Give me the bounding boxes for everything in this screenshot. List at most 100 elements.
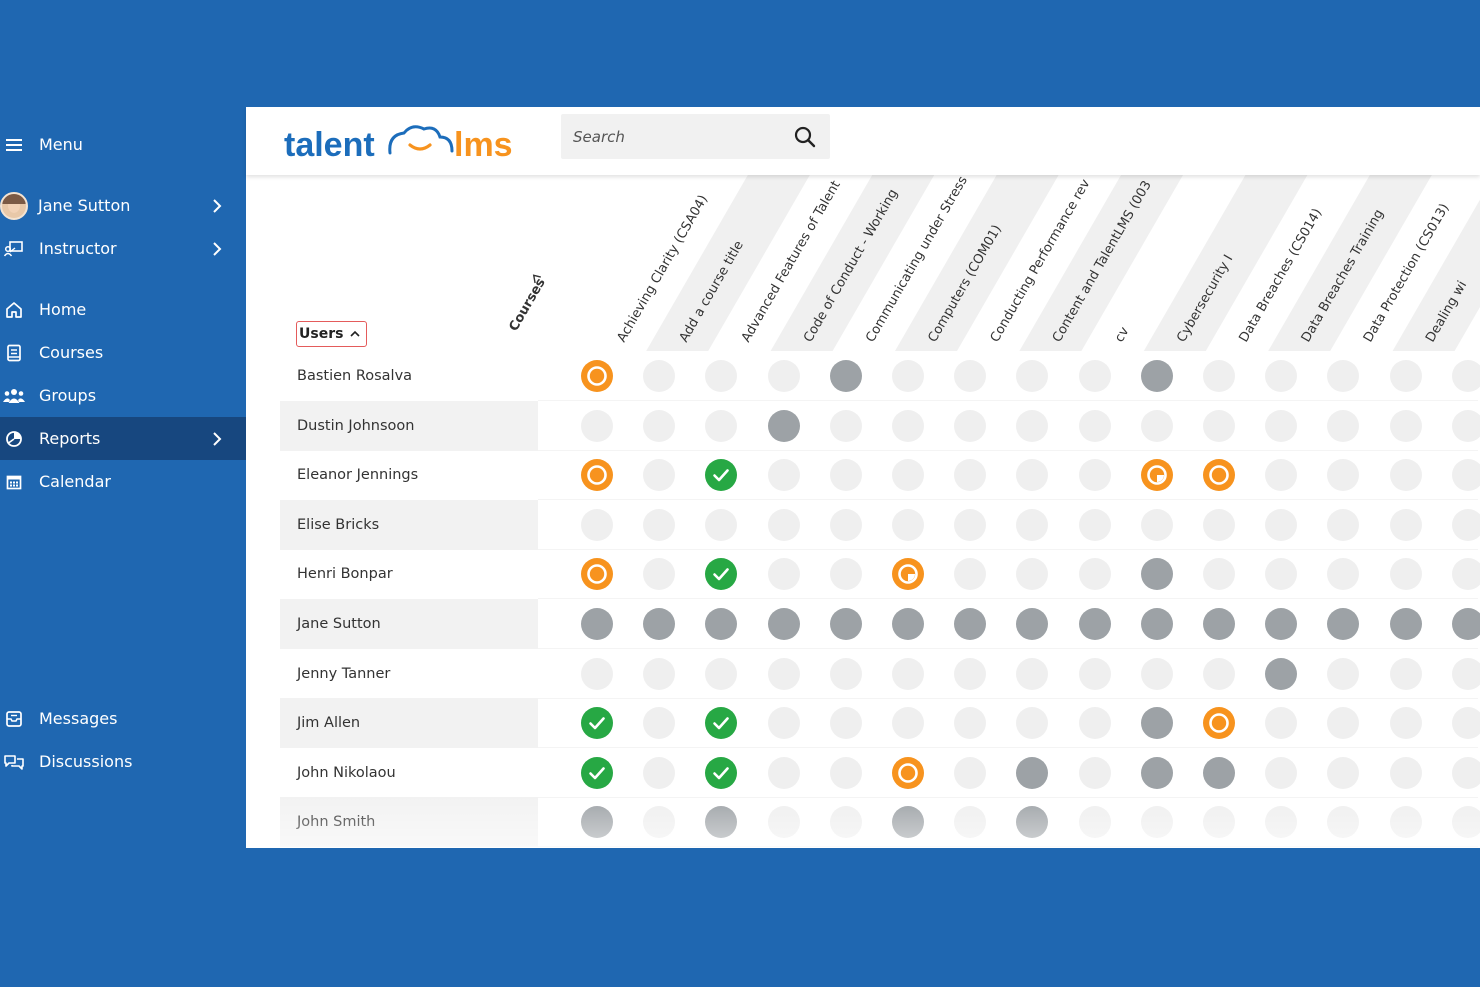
in-progress-dot[interactable] [892,756,924,789]
search-icon[interactable] [793,125,817,149]
not-started-dot[interactable] [705,806,738,839]
user-name-cell[interactable]: Bastien Rosalva [280,351,538,401]
not-assigned-dot[interactable] [829,806,862,839]
not-assigned-dot[interactable] [767,508,800,541]
not-assigned-dot[interactable] [581,657,613,690]
sidebar-item-courses[interactable]: Courses [0,331,246,374]
user-name-cell[interactable]: Eleanor Jennings [280,450,538,500]
not-assigned-dot[interactable] [829,508,862,541]
not-assigned-dot[interactable] [1327,558,1360,591]
user-name-cell[interactable]: Jenny Tanner [280,649,538,699]
not-assigned-dot[interactable] [643,657,676,690]
not-assigned-dot[interactable] [1451,756,1480,789]
not-assigned-dot[interactable] [581,409,613,442]
not-assigned-dot[interactable] [1451,657,1480,690]
not-assigned-dot[interactable] [1203,508,1235,541]
not-assigned-dot[interactable] [1203,806,1235,839]
user-name-cell[interactable]: Elise Bricks [280,499,538,550]
menu-toggle[interactable]: Menu [0,123,246,166]
not-assigned-dot[interactable] [892,360,924,392]
not-assigned-dot[interactable] [829,707,862,740]
not-assigned-dot[interactable] [1016,707,1049,740]
not-started-dot[interactable] [581,608,613,640]
not-assigned-dot[interactable] [705,409,738,442]
not-assigned-dot[interactable] [1389,459,1422,492]
not-assigned-dot[interactable] [1078,409,1111,442]
not-started-dot[interactable] [1016,756,1049,789]
not-assigned-dot[interactable] [767,756,800,789]
not-started-dot[interactable] [892,608,924,640]
not-started-dot[interactable] [1140,608,1173,640]
not-assigned-dot[interactable] [1203,657,1235,690]
not-assigned-dot[interactable] [954,409,987,442]
in-progress-dot[interactable] [581,558,613,591]
not-assigned-dot[interactable] [1016,508,1049,541]
not-assigned-dot[interactable] [829,459,862,492]
not-assigned-dot[interactable] [1451,459,1480,492]
user-name-cell[interactable]: Dustin Johnsoon [280,400,538,451]
sidebar-item-groups[interactable]: Groups [0,374,246,417]
sidebar-role[interactable]: Instructor [0,227,246,270]
sidebar-user[interactable]: Jane Sutton [0,184,246,227]
not-assigned-dot[interactable] [954,508,987,541]
not-assigned-dot[interactable] [643,707,676,740]
not-assigned-dot[interactable] [1327,409,1360,442]
not-started-dot[interactable] [581,806,613,839]
not-started-dot[interactable] [1140,707,1173,740]
not-assigned-dot[interactable] [643,756,676,789]
not-assigned-dot[interactable] [767,707,800,740]
not-assigned-dot[interactable] [954,360,987,392]
sidebar-item-messages[interactable]: Messages [0,697,246,740]
not-assigned-dot[interactable] [1078,508,1111,541]
not-started-dot[interactable] [1265,657,1298,690]
not-assigned-dot[interactable] [1016,657,1049,690]
not-started-dot[interactable] [767,608,800,640]
not-assigned-dot[interactable] [1203,360,1235,392]
not-assigned-dot[interactable] [1451,409,1480,442]
in-progress-dot[interactable] [581,459,613,492]
not-assigned-dot[interactable] [954,756,987,789]
not-assigned-dot[interactable] [643,806,676,839]
not-assigned-dot[interactable] [829,409,862,442]
not-assigned-dot[interactable] [1451,508,1480,541]
not-assigned-dot[interactable] [1327,508,1360,541]
not-assigned-dot[interactable] [1389,756,1422,789]
not-assigned-dot[interactable] [767,657,800,690]
users-sort-header[interactable]: Users [296,321,368,347]
not-assigned-dot[interactable] [705,508,738,541]
not-assigned-dot[interactable] [1389,558,1422,591]
not-assigned-dot[interactable] [1327,360,1360,392]
sidebar-item-reports[interactable]: Reports [0,417,246,460]
not-assigned-dot[interactable] [767,558,800,591]
not-assigned-dot[interactable] [1327,657,1360,690]
not-started-dot[interactable] [1451,608,1480,640]
user-name-cell[interactable]: John Nikolaou [280,748,538,798]
not-assigned-dot[interactable] [767,459,800,492]
not-assigned-dot[interactable] [1451,806,1480,839]
not-started-dot[interactable] [1078,608,1111,640]
completed-dot[interactable] [581,756,613,789]
not-assigned-dot[interactable] [1140,806,1173,839]
course-header-label[interactable]: cv [1112,324,1133,345]
not-assigned-dot[interactable] [1078,657,1111,690]
user-name-cell[interactable]: Henri Bonpar [280,549,538,599]
not-started-dot[interactable] [1140,756,1173,789]
not-started-dot[interactable] [1265,608,1298,640]
not-assigned-dot[interactable] [1265,558,1298,591]
not-assigned-dot[interactable] [767,806,800,839]
not-assigned-dot[interactable] [1016,409,1049,442]
not-assigned-dot[interactable] [1327,459,1360,492]
not-assigned-dot[interactable] [1016,360,1049,392]
not-assigned-dot[interactable] [1327,756,1360,789]
not-started-dot[interactable] [892,806,924,839]
not-assigned-dot[interactable] [643,508,676,541]
not-started-dot[interactable] [643,608,676,640]
not-assigned-dot[interactable] [705,360,738,392]
search-input[interactable] [571,124,785,150]
not-started-dot[interactable] [1203,608,1235,640]
not-assigned-dot[interactable] [1451,558,1480,591]
not-assigned-dot[interactable] [1078,806,1111,839]
not-assigned-dot[interactable] [643,360,676,392]
not-assigned-dot[interactable] [1203,558,1235,591]
not-assigned-dot[interactable] [581,508,613,541]
